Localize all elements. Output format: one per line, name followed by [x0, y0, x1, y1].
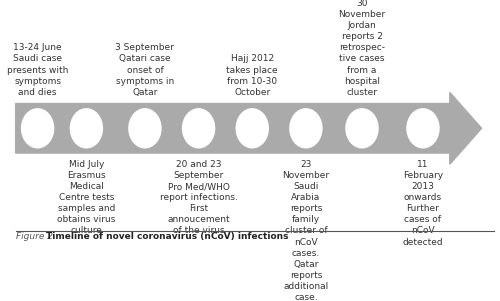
Ellipse shape	[69, 107, 104, 149]
Ellipse shape	[288, 107, 324, 149]
Text: 20 and 23
September
Pro Med/WHO
report infections.
First
annoucement
of the viru: 20 and 23 September Pro Med/WHO report i…	[160, 160, 238, 235]
Text: Figure 2: Figure 2	[16, 232, 56, 241]
Text: Timeline of novel coronavirus (nCoV) infections: Timeline of novel coronavirus (nCoV) inf…	[46, 232, 288, 241]
Text: 30
November
Jordan
reports 2
retrospec-
tive cases
from a
hospital
cluster: 30 November Jordan reports 2 retrospec- …	[338, 0, 386, 97]
Ellipse shape	[20, 107, 55, 149]
Ellipse shape	[234, 107, 270, 149]
Text: Hajj 2012
takes place
from 10-30
October: Hajj 2012 takes place from 10-30 October	[226, 54, 278, 97]
Text: 3 September
Qatari case
onset of
symptoms in
Qatar: 3 September Qatari case onset of symptom…	[116, 43, 174, 97]
Ellipse shape	[181, 107, 216, 149]
Text: Mid July
Erasmus
Medical
Centre tests
samples and
obtains virus
culture: Mid July Erasmus Medical Centre tests sa…	[57, 160, 116, 235]
Ellipse shape	[406, 107, 440, 149]
Ellipse shape	[344, 107, 380, 149]
FancyArrow shape	[16, 92, 481, 164]
Text: 23
November
Saudi
Arabia
reports
family
cluster of
nCoV
cases.
Qatar
reports
add: 23 November Saudi Arabia reports family …	[282, 160, 330, 301]
Ellipse shape	[128, 107, 162, 149]
Text: 13-24 June
Saudi case
presents with
symptoms
and dies: 13-24 June Saudi case presents with symp…	[7, 43, 68, 97]
Text: 11
February
2013
onwards
Further
cases of
nCoV
detected: 11 February 2013 onwards Further cases o…	[402, 160, 444, 247]
